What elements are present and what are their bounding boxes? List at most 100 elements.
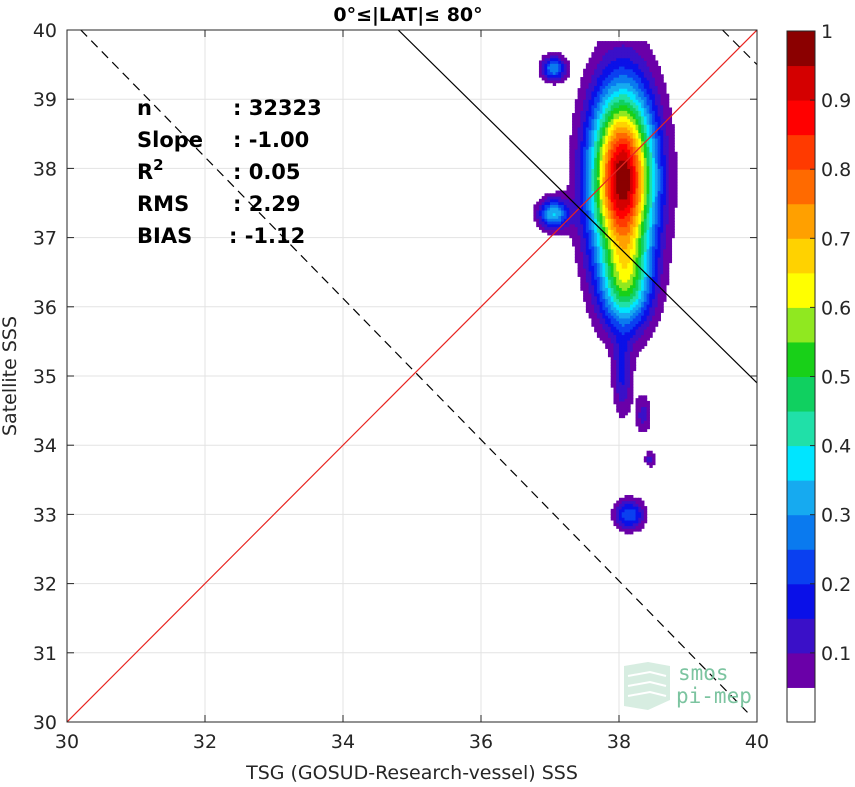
density-cell [588,262,592,266]
density-cell [621,334,626,338]
density-cell [591,232,595,236]
density-cell [599,101,604,106]
density-cell [596,223,601,228]
density-cell [643,328,648,333]
density-cell [591,82,595,86]
density-cell [599,292,604,297]
density-cell [596,248,601,253]
density-cell [663,96,667,100]
density-cell [668,215,673,219]
density-cell [646,309,650,313]
density-cell [654,124,659,128]
density-cell [583,209,587,214]
density-cell [619,124,623,128]
density-cell [607,281,612,286]
density-cell [646,115,650,120]
density-cell [635,179,639,183]
density-cell [649,334,653,338]
density-cell [663,226,667,230]
stat-label: R2 [137,156,164,184]
density-cell [654,162,659,167]
density-cell [624,495,628,499]
density-cell [641,514,645,518]
density-cell [607,209,612,214]
density-cell [624,104,628,109]
density-cell [583,234,587,239]
density-cell [635,312,639,316]
density-cell [563,196,568,200]
density-cell [643,187,648,192]
density-cell [630,495,634,499]
density-cell [652,295,656,300]
density-cell [646,223,650,228]
density-cell [638,251,642,255]
density-cell [660,165,664,169]
density-cell [621,392,626,396]
density-cell [635,287,639,291]
density-cell [646,104,650,109]
density-cell [580,126,584,131]
density-cell [558,63,562,67]
density-cell [616,57,620,62]
density-cell [630,232,634,236]
x-tick-label: 30 [55,731,79,753]
density-cell [635,262,639,266]
density-cell [635,331,639,336]
density-cell [630,392,634,396]
density-cell [596,220,601,225]
density-cell [663,110,667,114]
density-cell [580,179,584,183]
density-cell [596,287,601,291]
density-cell [630,273,634,277]
density-cell [602,212,606,217]
reference-lines [67,30,757,722]
density-cell [641,190,645,194]
density-cell [583,204,587,208]
density-cell [594,160,598,164]
density-cell [627,57,631,62]
density-cell [596,165,601,169]
density-cell [632,304,637,308]
density-cell [624,287,628,291]
density-cell [616,245,620,250]
density-cell [624,259,628,264]
density-cell [641,140,645,145]
density-cell [671,207,675,211]
density-cell [619,237,623,241]
density-cell [665,140,670,145]
density-cell [635,326,639,330]
density-cell [613,309,617,313]
density-cell [613,104,617,109]
density-cell [613,312,617,316]
density-cell [632,320,637,325]
density-cell [572,237,576,241]
density-cell [657,118,661,122]
density-cell [594,71,598,75]
density-cell [627,392,631,396]
density-cell [619,400,623,405]
density-cell [621,301,626,305]
density-cell [654,301,659,305]
density-cell [610,256,615,261]
density-cell [577,209,581,214]
density-cell [561,218,565,222]
density-cell [657,190,661,194]
density-cell [591,110,595,114]
density-cell [594,107,598,111]
density-cell [588,165,592,169]
density-cell [627,162,631,167]
density-cell [607,57,612,62]
density-cell [610,234,615,239]
density-cell [596,331,601,336]
density-cell [632,99,637,103]
density-cell [596,234,601,239]
density-cell [643,129,648,134]
density-cell [616,207,620,211]
density-cell [668,171,673,175]
density-cell [616,395,620,399]
density-cell [607,254,612,258]
density-cell [619,284,623,289]
density-cell [668,220,673,225]
density-cell [660,190,664,194]
density-cell [599,234,604,239]
